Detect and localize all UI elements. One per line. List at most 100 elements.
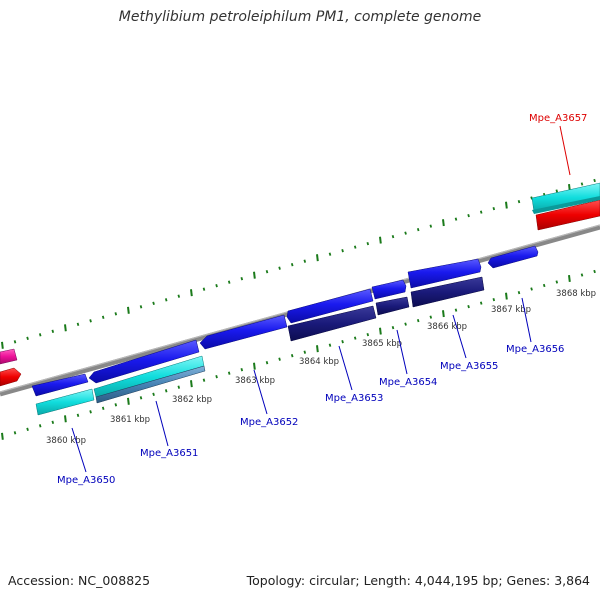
major-tick <box>379 236 382 244</box>
feature-navy-mpe-a3655[interactable] <box>410 276 485 308</box>
gene-arrow-mpe-a3655[interactable] <box>407 258 482 289</box>
major-tick <box>442 219 445 227</box>
callout-line-mpe-a3655 <box>452 314 467 359</box>
minor-tick <box>404 231 407 235</box>
major-tick <box>1 341 4 349</box>
minor-tick <box>404 322 407 326</box>
minor-tick <box>492 297 496 302</box>
gene-label-mpe-a3652[interactable]: Mpe_A3652 <box>240 417 298 428</box>
gene-label-mpe-a3657[interactable]: Mpe_A3657 <box>529 113 587 124</box>
major-tick <box>190 380 193 388</box>
minor-tick <box>38 424 42 428</box>
minor-tick <box>479 210 483 214</box>
kbp-labels: 3860 kbp 3861 kbp 3862 kbp 3863 kbp 3864… <box>46 289 596 446</box>
minor-tick <box>555 280 559 284</box>
minor-tick <box>26 336 29 340</box>
minor-tick <box>114 312 118 316</box>
feature-cyan-mpe-a3650[interactable] <box>35 388 95 416</box>
minor-tick <box>290 354 294 358</box>
gene-arrow-mpe-a3650[interactable] <box>31 373 89 397</box>
minor-tick <box>164 298 168 302</box>
gene-label-mpe-a3654[interactable]: Mpe_A3654 <box>379 377 437 388</box>
minor-tick <box>593 178 596 183</box>
minor-tick <box>240 277 244 281</box>
callout-line-mpe-a3652 <box>253 369 268 415</box>
kbp-label: 3868 kbp <box>556 289 596 299</box>
minor-tick <box>26 427 29 431</box>
minor-tick <box>152 301 155 305</box>
minor-tick <box>530 196 533 200</box>
minor-tick <box>353 245 357 249</box>
minor-tick <box>177 294 181 298</box>
minor-tick <box>303 350 307 354</box>
feature-navy-mpe-a3653[interactable] <box>287 305 377 342</box>
minor-tick <box>278 357 281 361</box>
gene-label-mpe-a3655[interactable]: Mpe_A3655 <box>440 361 498 372</box>
minor-tick <box>164 389 168 393</box>
minor-tick <box>114 403 118 407</box>
gene-arrow-mpe-a3657[interactable] <box>535 199 600 231</box>
major-tick <box>379 327 382 335</box>
callout-line-mpe-a3651 <box>155 400 169 447</box>
map-title: Methylibium petroleiphilum PM1, complete… <box>118 9 482 25</box>
minor-tick <box>13 340 17 344</box>
feature-steelblue-mpe-a3651[interactable] <box>95 365 206 404</box>
minor-tick <box>101 406 105 410</box>
gene-label-mpe-a3651[interactable]: Mpe_A3651 <box>140 448 198 459</box>
minor-tick <box>51 329 55 333</box>
gene-arrow-mpe-a3652[interactable] <box>199 314 288 350</box>
major-tick <box>127 397 130 405</box>
feature-teal-stripe-mpe-a3657 <box>532 196 600 214</box>
major-tick <box>64 415 67 423</box>
gene-labels: Mpe_A3650 Mpe_A3651 Mpe_A3652 Mpe_A3653 … <box>57 113 587 486</box>
gene-arrow-mpe-a3656[interactable] <box>487 245 539 269</box>
minor-tick <box>76 413 80 417</box>
minor-tick <box>530 287 533 291</box>
minor-tick <box>38 333 42 337</box>
major-tick <box>1 432 4 440</box>
tick-marks <box>1 178 596 440</box>
genome-summary-text: Topology: circular; Length: 4,044,195 bp… <box>246 573 590 588</box>
major-tick <box>505 201 508 209</box>
kbp-label: 3865 kbp <box>362 339 402 349</box>
minor-tick <box>177 385 181 389</box>
gene-arrow-mpe-a3651[interactable] <box>88 339 200 384</box>
major-tick <box>64 324 67 332</box>
feature-cyan-mpe-a3657[interactable] <box>531 182 600 213</box>
minor-tick <box>139 305 143 309</box>
major-tick <box>568 274 571 283</box>
minor-tick <box>215 375 218 379</box>
callout-line-mpe-a3656 <box>521 297 532 343</box>
minor-tick <box>227 371 231 375</box>
minor-tick <box>303 259 307 263</box>
minor-tick <box>580 273 584 277</box>
minor-tick <box>328 343 332 347</box>
minor-tick <box>429 224 433 228</box>
gene-arrow-mpe-a3653[interactable] <box>286 288 374 324</box>
gene-label-mpe-a3650[interactable]: Mpe_A3650 <box>57 475 115 486</box>
minor-tick <box>265 270 269 274</box>
minor-tick <box>517 199 521 204</box>
minor-tick <box>278 266 281 270</box>
kbp-label: 3861 kbp <box>110 415 150 425</box>
gene-label-mpe-a3653[interactable]: Mpe_A3653 <box>325 393 383 404</box>
minor-tick <box>429 315 433 319</box>
major-tick <box>253 362 256 370</box>
minor-tick <box>416 227 420 232</box>
gene-callout-lines <box>71 297 532 473</box>
callout-line-mpe-a3654 <box>396 329 408 375</box>
callout-line-mpe-a3653 <box>338 345 353 391</box>
minor-tick <box>391 325 395 330</box>
major-tick <box>442 310 445 318</box>
minor-tick <box>51 420 55 424</box>
minor-tick <box>152 392 155 396</box>
minor-tick <box>542 283 546 288</box>
kbp-label: 3864 kbp <box>299 357 339 367</box>
minor-tick <box>454 308 458 312</box>
gene-label-mpe-a3656[interactable]: Mpe_A3656 <box>506 344 564 355</box>
minor-tick <box>202 378 206 382</box>
feature-navy-mpe-a3654[interactable] <box>375 296 410 316</box>
gene-arrow-mpe-a3654[interactable] <box>371 279 407 300</box>
